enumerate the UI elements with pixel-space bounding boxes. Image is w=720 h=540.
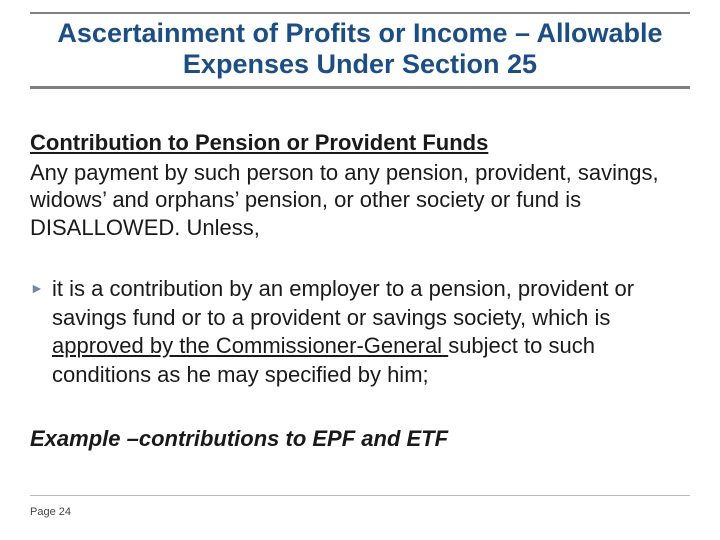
- rule-top: [30, 12, 690, 14]
- rule-under-title: [30, 86, 690, 89]
- bullet-marker-icon: ►: [30, 275, 52, 297]
- body: Contribution to Pension or Provident Fun…: [30, 129, 690, 453]
- slide: Ascertainment of Profits or Income – All…: [0, 0, 720, 540]
- footer: Page 24: [30, 495, 690, 518]
- bullet-text-underlined: approved by the Commissioner-General: [52, 333, 448, 358]
- page-title: Ascertainment of Profits or Income – All…: [30, 16, 690, 84]
- bullet-text-pre: it is a contribution by an employer to a…: [52, 276, 634, 330]
- bullet-item: ► it is a contribution by an employer to…: [30, 275, 690, 389]
- rule-footer: [30, 495, 690, 496]
- page-number: Page 24: [30, 506, 690, 518]
- intro-paragraph: Any payment by such person to any pensio…: [30, 159, 690, 242]
- example-line: Example –contributions to EPF and ETF: [30, 425, 690, 453]
- section-heading: Contribution to Pension or Provident Fun…: [30, 129, 690, 157]
- bullet-text: it is a contribution by an employer to a…: [52, 275, 690, 389]
